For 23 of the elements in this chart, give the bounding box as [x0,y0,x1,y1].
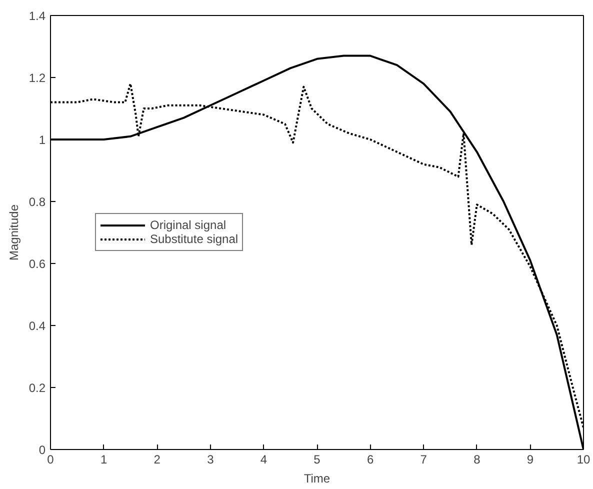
y-tick-label: 1 [38,133,46,147]
legend-label: Original signal [150,218,226,232]
x-tick-label: 2 [154,452,161,466]
x-tick-label: 1 [100,452,108,466]
x-tick-label: 8 [474,452,481,466]
y-tick-label: 1.4 [28,9,46,23]
x-axis-title: Time [304,472,330,486]
y-tick-label: 0.4 [28,319,46,333]
y-tick-label: 0.2 [28,381,46,395]
y-tick-label: 1.2 [28,71,46,85]
x-tick-label: 4 [260,452,268,466]
x-tick-label: 0 [47,452,54,466]
legend-label: Substitute signal [150,232,238,246]
y-tick-label: 0.6 [28,257,46,271]
x-tick-label: 6 [366,452,374,466]
y-tick-label: 0.8 [28,195,46,209]
x-tick-label: 7 [420,452,428,466]
x-tick-label: 9 [526,452,534,466]
y-axis-title: Magnitude [6,204,21,261]
y-tick-label: 0 [38,443,46,457]
x-tick-label: 10 [576,452,590,466]
x-tick-label: 5 [314,452,321,466]
x-tick-label: 3 [207,452,214,466]
